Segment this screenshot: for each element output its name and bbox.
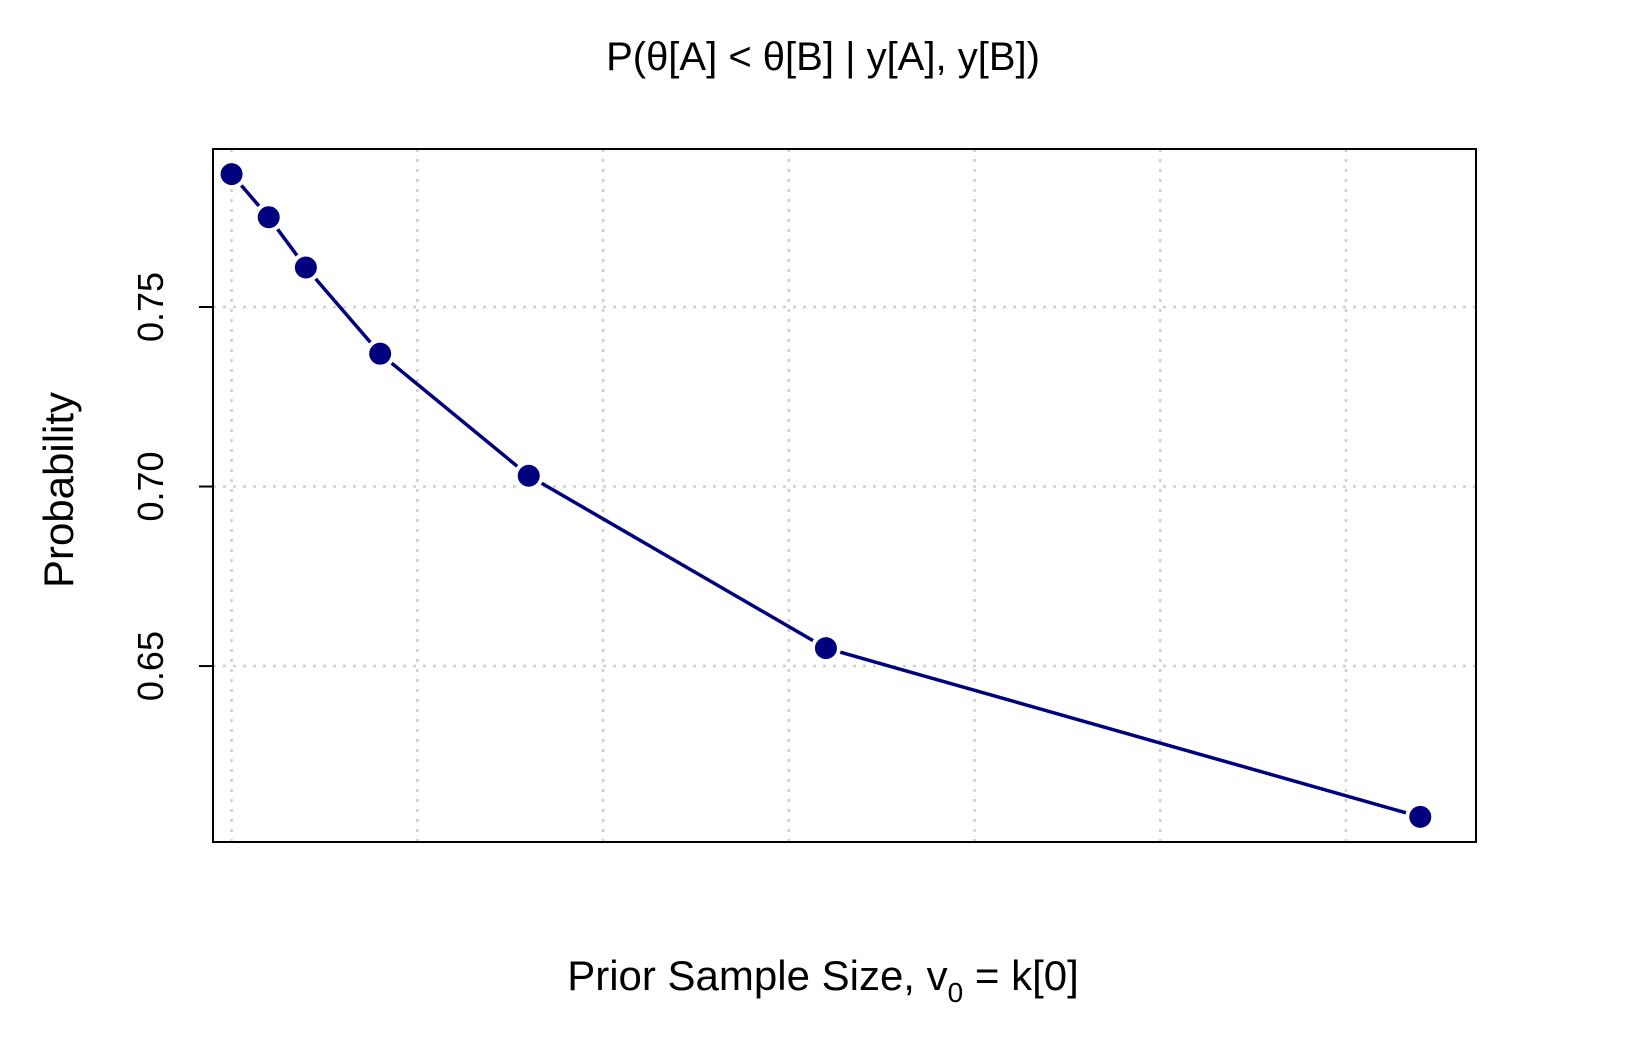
data-point-1: [220, 163, 243, 186]
data-point-5: [517, 464, 540, 487]
x-axis-label-suffix: = k[0]: [963, 952, 1079, 999]
y-axis: 0.65 0.70 0.75: [130, 272, 213, 701]
data-point-4: [369, 342, 392, 365]
y-tick-label-3: 0.75: [130, 272, 171, 342]
data-point-2: [257, 206, 280, 229]
x-axis-label: Prior Sample Size, v0 = k[0]: [567, 952, 1079, 1008]
x-axis-label-main: Prior Sample Size, v: [567, 952, 947, 999]
series-line-1: [230, 172, 1421, 819]
data-point-7: [1409, 805, 1432, 828]
series-group: [216, 159, 1436, 832]
x-axis-label-subscript: 0: [948, 977, 964, 1008]
y-axis-label: Probability: [35, 392, 82, 588]
grid-lines: [213, 149, 1476, 842]
data-point-6: [814, 637, 837, 660]
plot-frame: [212, 148, 1477, 843]
data-point-3: [294, 256, 317, 279]
y-tick-label-2: 0.70: [130, 451, 171, 521]
chart-title: P(θ[A] < θ[B] | y[A], y[B]): [606, 35, 1040, 79]
y-tick-label-1: 0.65: [130, 631, 171, 701]
